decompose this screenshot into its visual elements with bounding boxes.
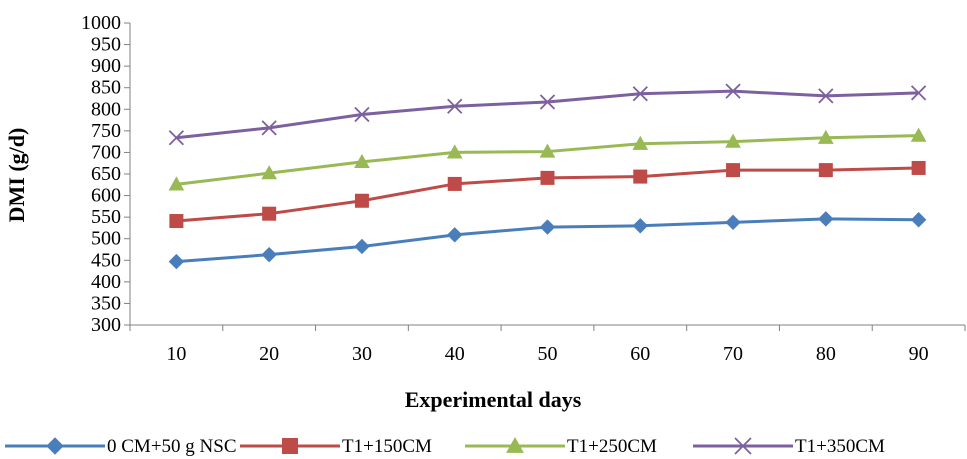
data-point bbox=[168, 130, 185, 146]
legend-marker bbox=[282, 438, 298, 454]
data-point bbox=[540, 170, 555, 185]
data-point bbox=[818, 163, 833, 178]
legend: 0 CM+50 g NSC T1+150CM T1+250CM T1+350CM bbox=[5, 436, 885, 457]
data-point bbox=[632, 135, 649, 150]
data-point bbox=[354, 238, 370, 255]
data-point bbox=[168, 176, 185, 191]
y-tick-label: 400 bbox=[91, 271, 121, 293]
series-line bbox=[176, 89, 919, 140]
data-point bbox=[261, 165, 278, 180]
y-tick-label: 350 bbox=[91, 292, 121, 314]
data-point bbox=[818, 211, 834, 227]
data-point bbox=[447, 98, 463, 114]
y-tick-label: 300 bbox=[91, 314, 121, 336]
data-point bbox=[632, 218, 648, 234]
y-tick-label: 950 bbox=[91, 34, 121, 56]
y-tick-label: 800 bbox=[91, 98, 121, 120]
y-tick-label: 650 bbox=[91, 163, 121, 185]
y-tick-label: 700 bbox=[91, 141, 121, 163]
series-3 bbox=[168, 127, 927, 191]
x-tick-label: 70 bbox=[723, 343, 743, 365]
y-axis-title: DMI (g/d) bbox=[4, 128, 29, 223]
x-tick-label: 30 bbox=[352, 343, 372, 365]
legend-marker bbox=[734, 437, 752, 455]
data-point bbox=[725, 214, 741, 231]
x-tick-label: 20 bbox=[259, 343, 279, 365]
data-point bbox=[354, 153, 370, 169]
data-point bbox=[818, 88, 834, 104]
x-tick-label: 40 bbox=[445, 343, 465, 365]
legend-item: T1+350CM bbox=[693, 436, 885, 457]
data-point bbox=[817, 129, 834, 144]
y-tick-label: 500 bbox=[91, 228, 121, 250]
data-point bbox=[169, 214, 184, 229]
x-tick-label: 60 bbox=[630, 343, 650, 365]
legend-label: T1+150CM bbox=[342, 436, 432, 457]
data-point bbox=[632, 86, 648, 102]
x-tick-label: 10 bbox=[166, 343, 186, 365]
x-tick-label: 50 bbox=[538, 343, 558, 365]
data-point bbox=[910, 127, 927, 142]
series-4 bbox=[168, 83, 927, 146]
y-tick-label: 850 bbox=[91, 77, 121, 99]
series-1 bbox=[168, 211, 927, 270]
y-axis-ticks: 3003504004505005506006507007508008509009… bbox=[81, 12, 130, 336]
data-point bbox=[354, 193, 369, 208]
data-point bbox=[725, 133, 741, 148]
x-axis-ticks: 10 20 30 40 50 60 70 80 90 bbox=[129, 325, 966, 365]
x-axis-title: Experimental days bbox=[405, 387, 582, 412]
y-tick-label: 750 bbox=[91, 120, 121, 142]
series-layer bbox=[168, 83, 927, 270]
series-2 bbox=[169, 160, 926, 229]
y-tick-label: 450 bbox=[91, 249, 121, 271]
x-tick-label: 90 bbox=[909, 343, 929, 365]
legend-item: T1+250CM bbox=[465, 436, 657, 457]
y-tick-label: 900 bbox=[91, 55, 121, 77]
data-point bbox=[354, 106, 370, 123]
data-point bbox=[446, 144, 463, 159]
legend-item: 0 CM+50 g NSC bbox=[5, 436, 237, 457]
y-tick-label: 600 bbox=[91, 185, 121, 207]
legend-marker bbox=[506, 436, 524, 453]
legend-label: 0 CM+50 g NSC bbox=[107, 436, 237, 457]
data-point bbox=[168, 253, 185, 270]
legend-label: T1+250CM bbox=[567, 436, 657, 457]
data-point bbox=[910, 85, 927, 101]
legend-marker bbox=[46, 437, 64, 455]
legend-label: T1+350CM bbox=[795, 436, 885, 457]
legend-item: T1+150CM bbox=[240, 436, 432, 457]
data-point bbox=[539, 219, 556, 235]
data-point bbox=[261, 120, 277, 136]
data-point bbox=[539, 94, 556, 110]
data-point bbox=[447, 176, 462, 191]
data-point bbox=[261, 246, 277, 263]
y-tick-label: 1000 bbox=[81, 12, 121, 34]
data-point bbox=[911, 160, 926, 175]
data-point bbox=[447, 227, 463, 243]
data-point bbox=[539, 143, 556, 158]
data-point bbox=[910, 212, 927, 228]
data-point bbox=[633, 169, 648, 184]
y-tick-label: 550 bbox=[91, 206, 121, 228]
x-tick-label: 80 bbox=[816, 343, 836, 365]
data-point bbox=[725, 83, 741, 99]
data-point bbox=[262, 206, 277, 221]
data-point bbox=[726, 163, 741, 178]
